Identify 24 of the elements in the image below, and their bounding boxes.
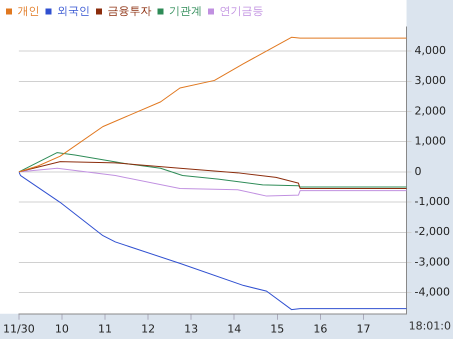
x-tick-label: 11/30 [3,322,35,336]
text: 18:01:0 [408,319,451,332]
y-tick-label: 3,000 [414,74,446,88]
legend-label: 금융투자 [108,4,152,18]
y-tick-label: -1,000 [414,194,450,208]
y-tick-label: 0 [414,164,422,178]
x-tick-label: 17 [356,322,370,336]
x-tick-label: 13 [184,322,198,336]
y-tick-label: 4,000 [414,44,446,58]
x-tick-label: 14 [227,322,242,336]
y-tick-label: 1,000 [414,134,446,148]
legend-label: 개인 [18,4,40,18]
y-tick-label: -3,000 [414,255,450,268]
y-tick-label: -4,000 [414,286,450,299]
x-tick-label: 16 [313,322,328,336]
x-tick-label: 11 [98,322,112,336]
legend-label: 외국인 [57,4,90,18]
y-tick-label: 2,000 [414,104,446,118]
y-tick-label: -2,000 [414,225,450,238]
x-tick-label: 12 [141,322,156,336]
legend-label: 기관계 [169,4,202,18]
legend-label: 연기금등 [220,4,264,18]
x-tick-label: 10 [54,322,69,336]
x-tick-label: 15 [270,322,284,336]
